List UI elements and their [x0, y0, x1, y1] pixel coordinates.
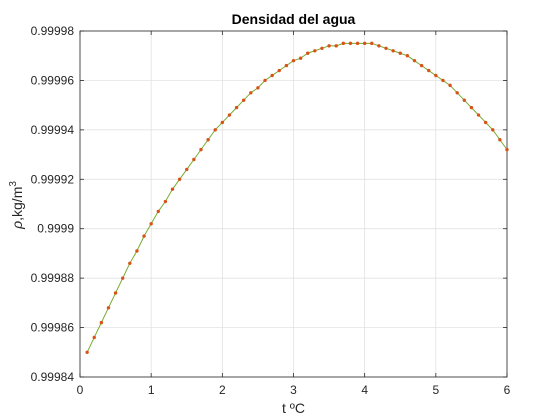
data-point [234, 105, 239, 110]
y-tick-label: 0.99996 [31, 73, 75, 87]
y-tick-label: 0.99988 [31, 271, 75, 285]
y-tick-label: 0.9999 [37, 222, 74, 236]
data-point [128, 261, 132, 266]
data-point [156, 209, 160, 214]
data-point [441, 78, 445, 83]
data-point [142, 234, 146, 238]
x-tick-label: 2 [219, 383, 226, 397]
data-point [362, 41, 367, 46]
chart-title: Densidad del agua [232, 11, 356, 27]
data-point [384, 46, 388, 50]
data-point [270, 73, 274, 78]
data-point [256, 86, 260, 90]
data-point [355, 41, 360, 46]
x-tick-label: 5 [432, 383, 439, 397]
data-point [192, 157, 196, 162]
data-point [391, 49, 395, 53]
data-point [398, 51, 402, 55]
data-point [263, 78, 267, 83]
y-tick-label: 0.99984 [31, 370, 75, 384]
x-ticks: 0 1 2 3 4 5 6 [77, 31, 511, 397]
data-point [241, 98, 246, 102]
data-point [220, 120, 225, 125]
data-point [298, 56, 303, 60]
data-point [313, 49, 317, 53]
data-point [483, 120, 488, 125]
data-point [177, 177, 182, 181]
data-point [163, 199, 168, 204]
data-point [135, 249, 139, 253]
data-point [284, 63, 289, 68]
data-point [419, 63, 424, 68]
data-point [320, 46, 324, 50]
data-point [405, 54, 410, 58]
data-point [334, 44, 338, 48]
data-point [213, 128, 217, 132]
data-point [469, 105, 474, 110]
x-axis-label: t ºC [282, 400, 305, 416]
data-point [498, 138, 502, 142]
y-axis-label-symbol: ρ [9, 221, 25, 230]
data-point [427, 68, 431, 73]
y-tick-label: 0.99994 [31, 123, 75, 137]
data-point [462, 98, 466, 102]
x-tick-label: 6 [504, 383, 511, 397]
data-point [92, 335, 96, 340]
x-tick-label: 4 [361, 383, 368, 397]
data-point [85, 350, 89, 354]
data-point [106, 306, 111, 310]
y-axis-label-exponent: 3 [8, 181, 19, 187]
data-point [113, 291, 118, 295]
data-point [199, 147, 203, 152]
data-point [170, 187, 175, 191]
x-tick-label: 3 [290, 383, 297, 397]
data-point [121, 276, 125, 280]
y-tick-label: 0.99992 [31, 172, 75, 186]
y-axis-label-unit: ,kg/m [9, 187, 25, 221]
data-point [505, 147, 509, 152]
data-point [476, 113, 481, 117]
data-point [206, 138, 210, 142]
data-point [370, 41, 374, 46]
y-tick-label: 0.99986 [31, 321, 75, 335]
data-point [249, 91, 253, 95]
data-point [455, 91, 459, 95]
data-point [341, 41, 346, 46]
data-point [185, 167, 189, 172]
data-point [491, 128, 495, 132]
data-point [327, 44, 331, 48]
x-tick-label: 0 [77, 383, 84, 397]
data-point [434, 73, 438, 78]
data-point [277, 68, 281, 73]
x-tick-label: 1 [148, 383, 155, 397]
data-point [306, 51, 310, 55]
y-axis-label: ρ,kg/m3 [8, 181, 25, 230]
data-point [291, 58, 296, 63]
data-point [227, 113, 232, 117]
data-point [348, 41, 353, 46]
data-point [377, 44, 381, 48]
data-point [99, 320, 104, 325]
series [85, 41, 509, 354]
data-point [448, 83, 452, 88]
y-ticks: 0.99984 0.99986 0.99988 0.9999 0.99992 0.9999… [31, 24, 507, 384]
data-point [149, 222, 153, 226]
y-tick-label: 0.99998 [31, 24, 75, 38]
data-point [412, 58, 417, 63]
